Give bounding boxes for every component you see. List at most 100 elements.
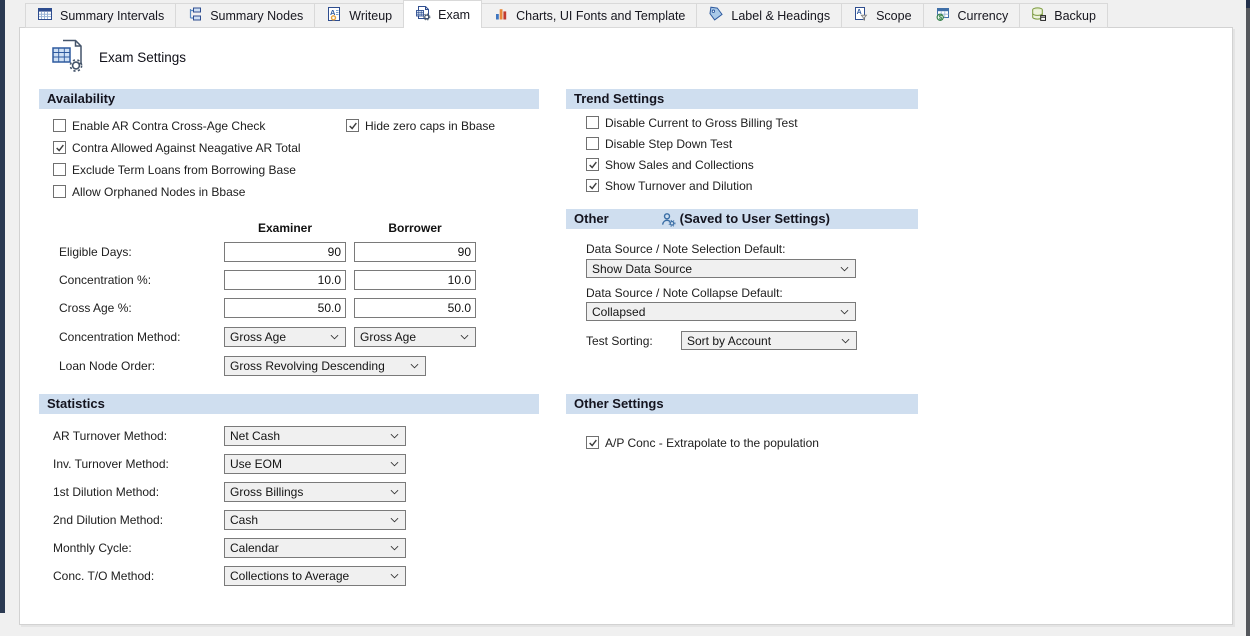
tag-icon: [708, 6, 724, 25]
checkbox-label: Contra Allowed Against Neagative AR Tota…: [72, 141, 301, 155]
checkbox-show-turnover-dilution[interactable]: [586, 179, 599, 192]
cross-age-pct-borrower-input[interactable]: [354, 298, 476, 318]
borrower-column-header: Borrower: [388, 221, 442, 235]
user-settings-icon: [661, 212, 676, 227]
tab-summary-nodes[interactable]: Summary Nodes: [175, 3, 316, 28]
chevron-down-icon: [840, 266, 849, 271]
field-label: Inv. Turnover Method:: [53, 457, 169, 471]
saved-to-user-settings-note: (Saved to User Settings): [679, 211, 830, 226]
availability-header-text: Availability: [47, 91, 116, 106]
chevron-down-icon: [390, 433, 399, 439]
checkbox-show-sales-collections[interactable]: [586, 158, 599, 171]
checkbox-label: Hide zero caps in Bbase: [365, 119, 496, 133]
field-label: Data Source / Note Selection Default:: [586, 242, 786, 256]
exam-icon: [415, 5, 431, 24]
test-sorting-select[interactable]: Sort by Account: [681, 331, 857, 350]
svg-text:A: A: [857, 9, 862, 16]
eligible-days-examiner-input[interactable]: [224, 242, 346, 262]
trend-settings-header-text: Trend Settings: [574, 91, 665, 106]
data-source-selection-default-select[interactable]: Show Data Source: [586, 259, 856, 278]
checkbox-disable-current-gross-billing[interactable]: [586, 116, 599, 129]
field-label: Cross Age %:: [59, 301, 132, 315]
chevron-down-icon: [841, 338, 850, 343]
other-header-text: Other: [574, 211, 609, 226]
cross-age-pct-examiner-input[interactable]: [224, 298, 346, 318]
tab-label: Charts, UI Fonts and Template: [516, 8, 686, 23]
other-header: Other (Saved to User Settings): [566, 209, 918, 229]
ar-turnover-method-select[interactable]: Net Cash: [224, 426, 406, 446]
field-label: Eligible Days:: [59, 245, 132, 259]
svg-text:$: $: [938, 15, 942, 22]
tab-summary-intervals[interactable]: Summary Intervals: [25, 3, 177, 28]
checkbox-ap-conc-extrapolate[interactable]: [586, 436, 599, 449]
concentration-pct-borrower-input[interactable]: [354, 270, 476, 290]
checkbox-label: Exclude Term Loans from Borrowing Base: [72, 163, 296, 177]
checkbox-label: Allow Orphaned Nodes in Bbase: [72, 185, 246, 199]
tab-label: Summary Nodes: [210, 8, 304, 23]
tab-currency[interactable]: $ Currency: [922, 3, 1021, 28]
checkbox-label: Disable Step Down Test: [605, 137, 733, 151]
chevron-down-icon: [390, 461, 399, 467]
right-edge-strip: [1246, 8, 1250, 636]
concentration-pct-examiner-input[interactable]: [224, 270, 346, 290]
field-label: Data Source / Note Collapse Default:: [586, 286, 783, 300]
page-title: Exam Settings: [49, 38, 186, 77]
checkbox-exclude-term-loans[interactable]: [53, 163, 66, 176]
concentration-method-borrower-select[interactable]: Gross Age: [354, 327, 476, 347]
field-label: Conc. T/O Method:: [53, 569, 155, 583]
loan-node-order-select[interactable]: Gross Revolving Descending: [224, 356, 426, 376]
eligible-days-borrower-input[interactable]: [354, 242, 476, 262]
checkbox-enable-ar-contra[interactable]: [53, 119, 66, 132]
tab-backup[interactable]: Backup: [1019, 3, 1108, 28]
monthly-cycle-select[interactable]: Calendar: [224, 538, 406, 558]
checkbox-label: A/P Conc - Extrapolate to the population: [605, 436, 819, 450]
svg-text:A: A: [330, 8, 336, 17]
exam-settings-icon: [49, 38, 87, 77]
other-settings-header-text: Other Settings: [574, 396, 664, 411]
statistics-header-text: Statistics: [47, 396, 105, 411]
checkbox-hide-zero-caps[interactable]: [346, 119, 359, 132]
chevron-down-icon: [410, 363, 419, 369]
tab-exam[interactable]: Exam: [403, 0, 483, 28]
backup-icon: [1031, 6, 1047, 25]
writeup-icon: A: [326, 6, 342, 25]
conc-to-method-select[interactable]: Collections to Average: [224, 566, 406, 586]
summary-intervals-icon: [37, 6, 53, 25]
tab-bar: Summary Intervals Summary Nodes A Writeu…: [25, 0, 1108, 28]
tab-label: Exam: [438, 7, 471, 22]
trend-settings-header: Trend Settings: [566, 89, 918, 109]
exam-settings-panel: Exam Settings Availability Enable AR Con…: [19, 27, 1233, 625]
chevron-down-icon: [390, 573, 399, 579]
field-label: Monthly Cycle:: [53, 541, 132, 555]
checkbox-label: Show Sales and Collections: [605, 158, 754, 172]
tab-label: Scope: [876, 8, 912, 23]
field-label: Concentration Method:: [59, 330, 181, 344]
scope-icon: A: [853, 6, 869, 25]
statistics-header: Statistics: [39, 394, 539, 414]
checkbox-contra-allowed[interactable]: [53, 141, 66, 154]
checkbox-disable-step-down[interactable]: [586, 137, 599, 150]
chevron-down-icon: [840, 309, 849, 314]
tab-label: Currency: [957, 8, 1009, 23]
tab-label: Writeup: [349, 8, 393, 23]
tab-label: Backup: [1054, 8, 1096, 23]
currency-icon: $: [935, 6, 951, 25]
data-source-collapse-default-select[interactable]: Collapsed: [586, 302, 856, 321]
page-title-text: Exam Settings: [99, 50, 187, 65]
tab-charts-ui-fonts-template[interactable]: Charts, UI Fonts and Template: [481, 3, 698, 28]
checkbox-label: Show Turnover and Dilution: [605, 179, 753, 193]
second-dilution-method-select[interactable]: Cash: [224, 510, 406, 530]
concentration-method-examiner-select[interactable]: Gross Age: [224, 327, 346, 347]
inv-turnover-method-select[interactable]: Use EOM: [224, 454, 406, 474]
checkbox-allow-orphaned-nodes[interactable]: [53, 185, 66, 198]
tab-scope[interactable]: A Scope: [841, 3, 924, 28]
other-settings-header: Other Settings: [566, 394, 918, 414]
chevron-down-icon: [390, 489, 399, 495]
tab-label-headings[interactable]: Label & Headings: [696, 3, 843, 28]
tab-writeup[interactable]: A Writeup: [314, 3, 405, 28]
left-edge-strip: [0, 0, 5, 613]
first-dilution-method-select[interactable]: Gross Billings: [224, 482, 406, 502]
field-label: 2nd Dilution Method:: [53, 513, 164, 527]
chevron-down-icon: [390, 545, 399, 551]
tab-label: Summary Intervals: [60, 8, 165, 23]
